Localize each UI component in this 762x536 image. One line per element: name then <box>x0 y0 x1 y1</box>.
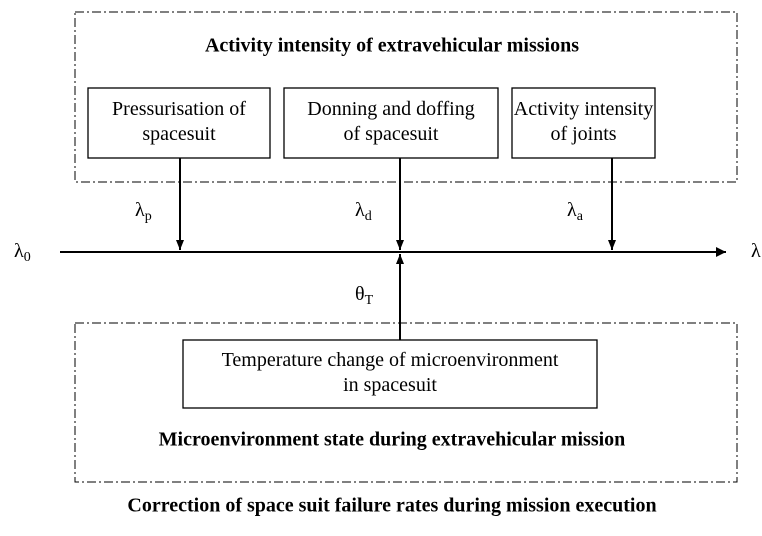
symbol: λ <box>14 240 24 262</box>
node-label: Donning and doffing <box>307 98 474 120</box>
top-group-frame <box>74 11 738 183</box>
bottom-group-frame <box>74 322 738 483</box>
caption: Correction of space suit failure rates d… <box>127 495 656 517</box>
subscript: a <box>577 209 584 224</box>
node-box <box>87 87 271 159</box>
rate-symbol: θT <box>355 283 374 309</box>
symbol: θ <box>355 283 365 305</box>
subscript: T <box>365 293 374 308</box>
node-label: of spacesuit <box>344 123 439 145</box>
node-box <box>283 87 499 159</box>
node-label: spacesuit <box>142 123 216 145</box>
bottom-group-title: Microenvironment state during extravehic… <box>159 429 626 451</box>
node-label: Activity intensity <box>514 98 653 120</box>
node-label: in spacesuit <box>343 374 437 396</box>
rate-symbol: λ0 <box>14 240 31 266</box>
symbol: λ <box>135 199 145 221</box>
rate-symbol: λa <box>567 199 584 225</box>
rate-symbol: λd <box>355 199 372 225</box>
node-box <box>511 87 656 159</box>
symbol: λ <box>751 240 761 262</box>
subscript: d <box>365 209 372 224</box>
subscript: p <box>145 209 152 224</box>
symbol: λ <box>355 199 365 221</box>
subscript: 0 <box>24 250 31 265</box>
node-box <box>182 339 598 409</box>
rate-symbol: λ <box>751 240 761 262</box>
rate-symbol: λp <box>135 199 152 225</box>
top-group-title: Activity intensity of extravehicular mis… <box>205 35 579 57</box>
node-label: of joints <box>550 123 616 145</box>
symbol: λ <box>567 199 577 221</box>
node-label: Pressurisation of <box>112 98 246 120</box>
node-label: Temperature change of microenvironment <box>222 349 559 371</box>
